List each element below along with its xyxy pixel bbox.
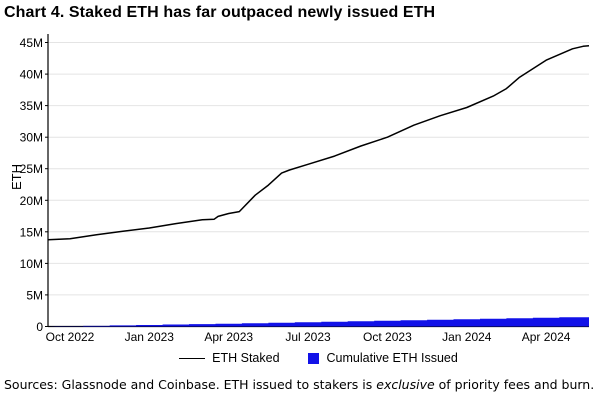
legend-item-issued: Cumulative ETH Issued [307, 351, 458, 365]
x-tick-label: Jul 2023 [285, 330, 331, 344]
legend: ETH Staked Cumulative ETH Issued [48, 351, 589, 365]
issued-area [48, 317, 589, 327]
legend-label-staked: ETH Staked [212, 351, 280, 365]
issued-square-swatch [307, 352, 319, 364]
staked-line [47, 44, 590, 241]
y-tick-label: 20M [20, 194, 43, 208]
y-tick-label: 45M [20, 36, 43, 50]
sources-note: Sources: Glassnode and Coinbase. ETH iss… [4, 377, 598, 392]
y-tick-label: 30M [20, 131, 43, 145]
sources-text-prefix: Sources: Glassnode and Coinbase. ETH iss… [4, 377, 377, 392]
chart-title: Chart 4. Staked ETH has far outpaced new… [4, 4, 436, 21]
x-tick-label: Jan 2023 [125, 330, 175, 344]
sources-text-italic: exclusive [376, 377, 435, 392]
y-tick-label: 35M [20, 99, 43, 113]
chart-canvas: 0 5M 10M 15M 20M 25M 30M 35M 40M 45M Oct 2022 Jan 2… [20, 34, 590, 344]
y-tick-label: 0 [36, 320, 43, 334]
staked-line-swatch [179, 357, 206, 359]
y-tick-label: 5M [26, 288, 43, 302]
sources-text-suffix: of priority fees and burn. [434, 377, 595, 392]
y-tick-label: 15M [20, 225, 43, 239]
x-tick-label: Apr 2023 [204, 330, 253, 344]
x-tick-label: Oct 2022 [46, 330, 95, 344]
legend-item-staked: ETH Staked [179, 351, 280, 365]
x-tick-label: Jan 2024 [442, 330, 492, 344]
y-tick-label: 10M [20, 257, 43, 271]
y-axis-title: ETH [9, 164, 24, 190]
x-tick-label: Oct 2023 [363, 330, 412, 344]
y-tick-label: 40M [20, 68, 43, 82]
x-tick-label: Apr 2024 [522, 330, 571, 344]
legend-label-issued: Cumulative ETH Issued [326, 351, 458, 365]
y-tick-label: 25M [20, 162, 43, 176]
